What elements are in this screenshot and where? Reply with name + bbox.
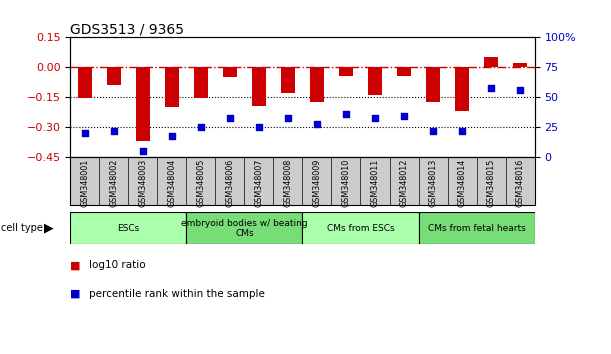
Text: ESCs: ESCs bbox=[117, 224, 139, 233]
Text: GSM348002: GSM348002 bbox=[109, 159, 119, 207]
Bar bbox=[280, 67, 295, 93]
Bar bbox=[106, 67, 121, 85]
Bar bbox=[164, 67, 179, 107]
Bar bbox=[455, 67, 469, 111]
Point bbox=[138, 148, 148, 154]
Bar bbox=[136, 67, 150, 141]
Text: GSM348001: GSM348001 bbox=[80, 159, 89, 207]
Text: CMs from ESCs: CMs from ESCs bbox=[327, 224, 394, 233]
Text: GSM348010: GSM348010 bbox=[342, 159, 351, 207]
Bar bbox=[70, 212, 186, 244]
Point bbox=[196, 124, 206, 130]
Text: GSM348009: GSM348009 bbox=[312, 159, 321, 207]
Bar bbox=[419, 212, 535, 244]
Point bbox=[225, 115, 235, 120]
Point bbox=[457, 128, 467, 134]
Point bbox=[515, 87, 525, 93]
Point bbox=[167, 133, 177, 138]
Point bbox=[109, 128, 119, 134]
Text: GSM348006: GSM348006 bbox=[225, 159, 235, 207]
Point bbox=[341, 111, 351, 117]
Text: GSM348005: GSM348005 bbox=[196, 159, 205, 207]
Text: cell type: cell type bbox=[1, 223, 43, 233]
Point bbox=[428, 128, 438, 134]
Text: GSM348007: GSM348007 bbox=[254, 159, 263, 207]
Bar bbox=[338, 67, 353, 76]
Text: GSM348013: GSM348013 bbox=[428, 159, 437, 207]
Text: GDS3513 / 9365: GDS3513 / 9365 bbox=[70, 22, 185, 36]
Bar bbox=[368, 67, 382, 95]
Text: ■: ■ bbox=[70, 289, 81, 299]
Bar bbox=[426, 67, 441, 102]
Text: percentile rank within the sample: percentile rank within the sample bbox=[89, 289, 265, 299]
Bar bbox=[186, 212, 302, 244]
Bar bbox=[310, 67, 324, 102]
Bar bbox=[397, 67, 411, 76]
Point bbox=[283, 115, 293, 120]
Text: log10 ratio: log10 ratio bbox=[89, 261, 145, 270]
Text: CMs from fetal hearts: CMs from fetal hearts bbox=[428, 224, 525, 233]
Point bbox=[80, 130, 90, 136]
Text: GSM348011: GSM348011 bbox=[370, 159, 379, 207]
Text: GSM348003: GSM348003 bbox=[138, 159, 147, 207]
Bar bbox=[484, 57, 499, 67]
Text: GSM348012: GSM348012 bbox=[400, 159, 409, 207]
Point bbox=[370, 115, 380, 120]
Point bbox=[254, 124, 264, 130]
Text: ■: ■ bbox=[70, 261, 81, 270]
Point bbox=[312, 121, 322, 126]
Bar bbox=[194, 67, 208, 98]
Bar bbox=[222, 67, 237, 77]
Bar bbox=[252, 67, 266, 106]
Point bbox=[399, 114, 409, 119]
Text: GSM348014: GSM348014 bbox=[458, 159, 467, 207]
Point bbox=[486, 85, 496, 91]
Text: ▶: ▶ bbox=[44, 222, 54, 235]
Text: GSM348016: GSM348016 bbox=[516, 159, 525, 207]
Bar bbox=[513, 63, 527, 67]
Text: GSM348008: GSM348008 bbox=[284, 159, 293, 207]
Text: GSM348004: GSM348004 bbox=[167, 159, 177, 207]
Bar bbox=[78, 67, 92, 98]
Text: GSM348015: GSM348015 bbox=[486, 159, 496, 207]
Bar bbox=[302, 212, 419, 244]
Text: embryoid bodies w/ beating
CMs: embryoid bodies w/ beating CMs bbox=[181, 219, 308, 238]
